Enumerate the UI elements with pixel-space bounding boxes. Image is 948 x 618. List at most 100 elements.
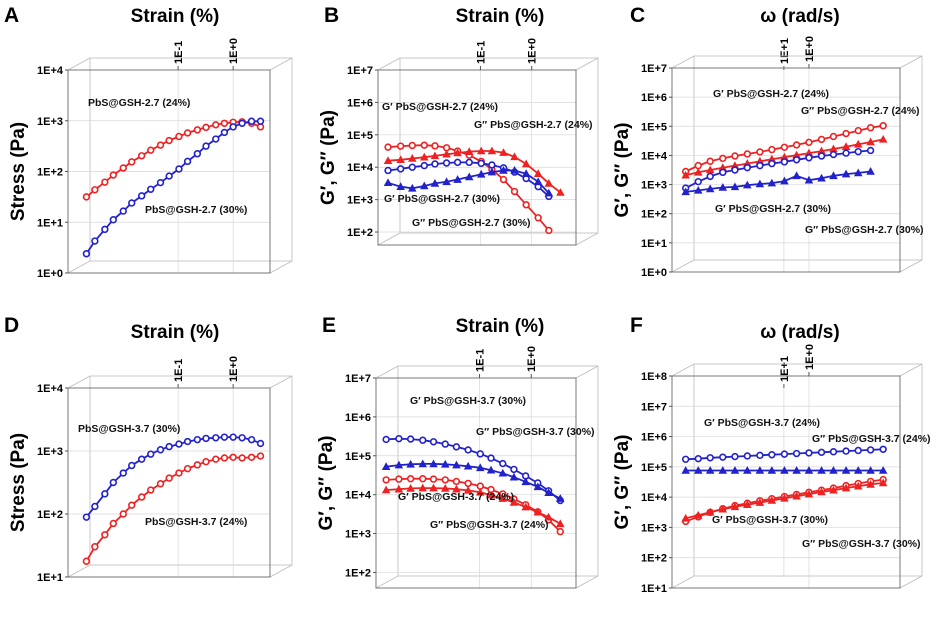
data-point [382,435,390,444]
panel-a: 1E+0 1E+1 1E+2 1E+3 1E+4 1E-1 1E+0 1E+1 A Strain … [4,4,791,280]
data-point [247,117,256,125]
data-point [382,476,390,484]
data-point [212,434,220,442]
data-point [767,178,777,187]
axis-title-top: Strain (%) [456,316,545,337]
annotation-label: G′ PbS@GSH-2.7 (24%) [713,88,829,100]
series-line [85,120,261,198]
data-point [510,152,519,161]
data-point [498,468,508,477]
data-point [718,504,728,513]
data-point [193,150,202,158]
data-point [556,188,565,196]
axis-title-top: ω (rad/s) [760,6,839,27]
data-point [499,459,507,468]
data-point [755,466,765,474]
data-point [119,469,127,477]
data-point [487,167,497,176]
annotation-label: G″ PbS@GSH-3.7 (24%) [430,519,549,531]
y-tick-label: 1E+6 [345,412,371,424]
panel-label: F [630,314,643,337]
data-point [756,451,764,460]
data-point [430,151,440,160]
x-tick-label: 1E+0 [804,36,816,62]
data-point [395,434,403,443]
data-point [755,179,765,188]
data-point [147,486,155,494]
depth-edge [575,575,599,589]
data-point [878,466,888,474]
panel-d: 1E+1 1E+2 1E+3 1E+4 1E-1 1E+0 1E+1 D Strain (%) S… [4,314,791,584]
data-point [418,483,428,492]
data-point [768,159,776,168]
data-point [109,171,118,179]
data-point [183,157,192,166]
series-line [85,455,261,562]
data-point [119,510,127,518]
data-point [718,183,728,191]
data-point [829,150,838,159]
data-point [853,481,863,490]
data-point [256,117,265,125]
data-point [522,201,530,209]
y-tick-label: 1E+6 [347,97,373,109]
axis-title-y: G′, G″ (Pa) [612,123,633,218]
depth-edge [377,57,401,71]
data-point [804,466,814,474]
data-point [756,161,764,170]
series-line [386,477,561,533]
data-point [521,159,531,168]
data-point [706,157,714,165]
data-point [780,493,789,502]
data-point [854,446,862,455]
data-point [544,488,553,497]
data-point [780,143,789,151]
series-line [85,120,261,255]
data-point [817,466,826,474]
data-point [510,187,519,196]
depth-edge [575,57,599,71]
y-tick-label: 1E+4 [345,490,372,502]
data-point [509,472,519,481]
data-point [556,494,565,502]
depth-edge [67,57,91,71]
annotation-label: PbS@GSH-3.7 (24%) [145,516,247,528]
data-point [165,136,173,145]
back-frame [693,55,923,261]
data-point [544,188,554,197]
y-tick-label: 1E+1 [37,217,63,229]
plot-frame [671,375,901,589]
data-point [510,465,518,474]
data-point [743,500,752,508]
data-point [381,462,391,470]
y-tick-label: 1E+7 [641,401,667,413]
series-line [387,150,562,194]
y-tick-label: 1E+1 [37,572,63,584]
data-point [128,199,136,207]
y-tick-label: 1E+4 [347,162,374,174]
data-point [768,145,776,154]
axis-title-top: Strain (%) [131,6,220,27]
data-point [780,450,789,458]
annotation-label: PbS@GSH-2.7 (30%) [145,204,247,216]
depth-edge [269,57,293,71]
y-tick-label: 1E+4 [641,492,668,504]
y-tick-label: 1E+4 [37,65,64,77]
data-point [841,483,851,492]
data-point [128,158,136,166]
data-point [866,137,875,146]
data-point [499,175,508,184]
x-tick-label: 1E-1 [173,359,185,382]
data-point [429,438,438,446]
data-point [878,478,888,487]
data-point [193,435,202,444]
y-tick-label: 1E+7 [345,373,371,385]
y-tick-label: 1E+4 [641,150,668,162]
annotation-label: G″ PbS@GSH-2.7 (30%) [805,224,924,236]
data-point [792,491,801,500]
data-point [464,446,472,454]
data-point [119,164,127,172]
data-point [719,168,727,177]
data-point [101,178,109,186]
